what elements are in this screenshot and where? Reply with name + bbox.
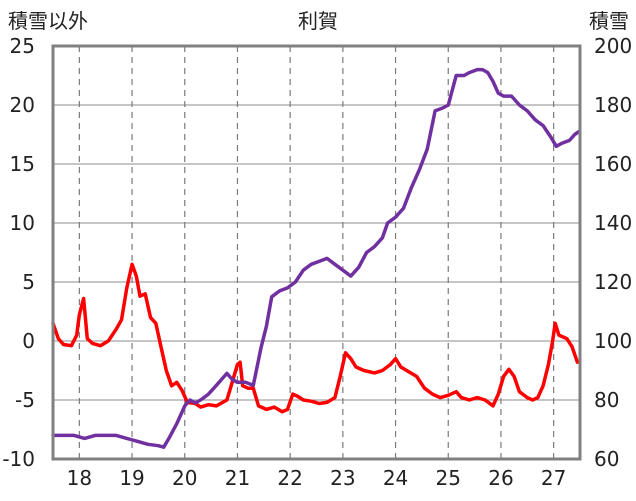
chart-title: 利賀 — [298, 9, 338, 33]
x-tick-label: 26 — [488, 466, 513, 490]
right-tick-label: 180 — [594, 93, 632, 117]
right-tick-label: 100 — [594, 329, 632, 353]
x-tick-label: 27 — [541, 466, 566, 490]
x-tick-label: 25 — [436, 466, 461, 490]
plot-frame — [51, 44, 582, 461]
left-tick-label: 20 — [10, 93, 35, 117]
snow-depth-line — [51, 67, 581, 449]
series-layer — [51, 67, 581, 449]
right-tick-label: 160 — [594, 152, 632, 176]
left-tick-label: 0 — [22, 329, 35, 353]
left-tick-label: -5 — [15, 388, 35, 412]
left-tick-label: -10 — [2, 447, 35, 471]
right-tick-label: 60 — [594, 447, 619, 471]
x-tick-label: 20 — [172, 466, 197, 490]
right-tick-label: 140 — [594, 211, 632, 235]
x-tick-label: 22 — [277, 466, 302, 490]
x-tick-label: 24 — [383, 466, 408, 490]
non-snow-line — [51, 262, 580, 414]
right-tick-label: 80 — [594, 388, 619, 412]
x-tick-label: 21 — [225, 466, 250, 490]
right-tick-label: 200 — [594, 34, 632, 58]
x-tick-label: 18 — [67, 466, 92, 490]
left-tick-label: 5 — [22, 270, 35, 294]
tick-labels: 25 20 15 10 5 0 -5 -10 200 180 160 140 120 100 80 60 18 1… — [2, 34, 632, 490]
x-tick-label: 19 — [119, 466, 144, 490]
right-tick-label: 120 — [594, 270, 632, 294]
grid — [53, 45, 580, 460]
x-tick-label: 23 — [330, 466, 355, 490]
right-axis-title: 積雪 — [589, 9, 629, 33]
left-tick-label: 10 — [10, 211, 35, 235]
left-tick-label: 15 — [10, 152, 35, 176]
left-tick-label: 25 — [10, 34, 35, 58]
left-axis-title: 積雪以外 — [8, 9, 88, 33]
